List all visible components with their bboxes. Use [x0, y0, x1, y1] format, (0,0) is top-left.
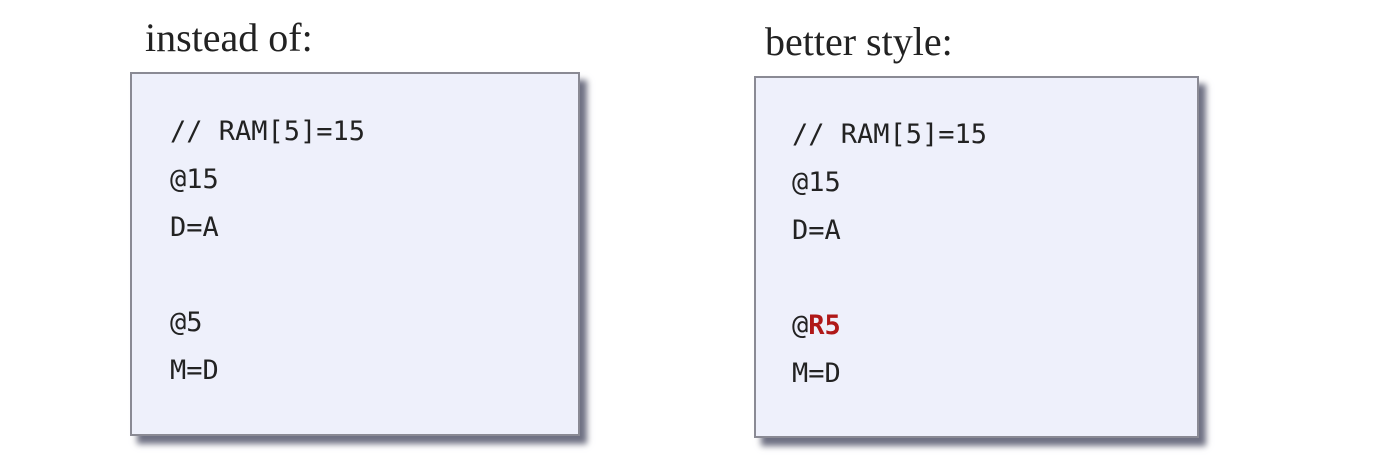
highlight-text: R5	[808, 310, 841, 341]
blank-line	[170, 252, 365, 299]
code-block: // RAM[5]=15 @15 D=A @R5 M=D	[792, 111, 987, 398]
code-line: @5	[170, 307, 203, 338]
code-line: // RAM[5]=15	[792, 119, 988, 150]
code-line: @R5	[792, 302, 987, 350]
heading: better style:	[765, 19, 953, 64]
code-box: // RAM[5]=15 @15 D=A @R5 M=D	[754, 76, 1199, 438]
blank-line	[792, 255, 987, 302]
code-line: D=A	[792, 215, 841, 246]
code-line: M=D	[170, 355, 219, 386]
code-block: // RAM[5]=15 @15 D=A @5 M=D	[170, 108, 365, 395]
code-text: @	[792, 310, 809, 341]
code-box: // RAM[5]=15 @15 D=A @5 M=D	[130, 72, 580, 436]
code-line: @15	[170, 164, 219, 195]
heading: instead of:	[145, 15, 313, 60]
code-line: @15	[792, 167, 841, 198]
code-line: // RAM[5]=15	[170, 116, 366, 147]
code-line: M=D	[792, 358, 841, 389]
code-line: D=A	[170, 212, 219, 243]
